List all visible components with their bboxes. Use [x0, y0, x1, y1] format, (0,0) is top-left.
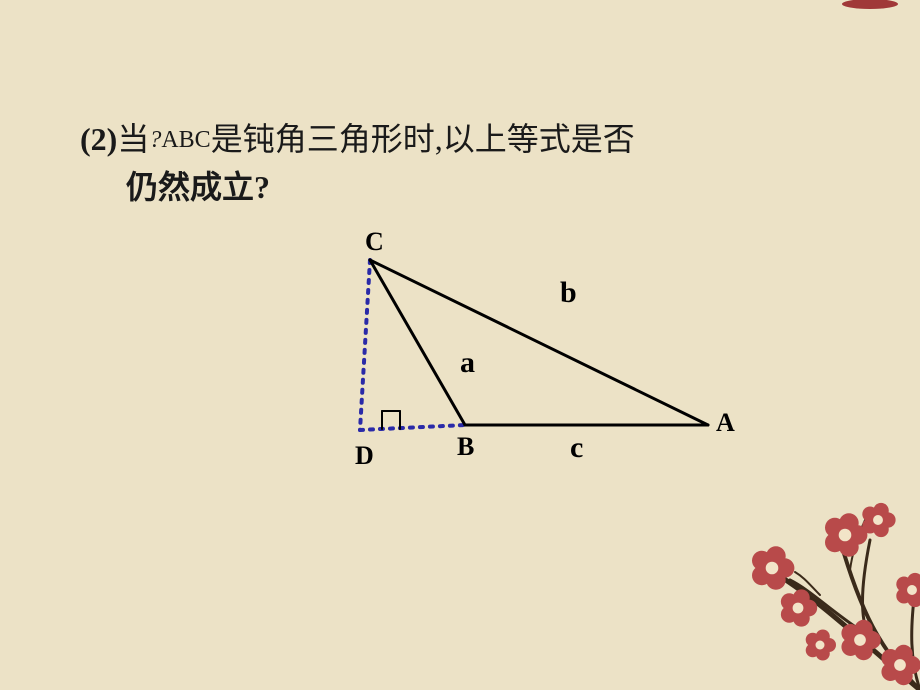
solid-edges — [370, 260, 708, 425]
vertex-label-D: D — [355, 441, 374, 471]
question-line1: (2)当?ABC是钝角三角形时,以上等式是否 — [80, 115, 860, 163]
triangle-label: ABC — [161, 127, 210, 153]
triangle-symbol: ? — [149, 127, 161, 153]
question-line2: 仍然成立? — [80, 163, 860, 211]
slide: (2)当?ABC是钝角三角形时,以上等式是否 仍然成立? C A B D a b c — [0, 0, 920, 690]
flowers — [752, 503, 920, 685]
question-before: 当 — [117, 121, 149, 157]
vertex-label-B: B — [457, 432, 474, 462]
branch — [770, 520, 920, 690]
top-decoration — [780, 0, 920, 12]
top-dot — [842, 0, 898, 9]
vertex-label-A: A — [716, 408, 735, 438]
question-text: (2)当?ABC是钝角三角形时,以上等式是否 仍然成立? — [80, 115, 860, 211]
question-prefix: (2) — [80, 121, 117, 157]
triangle-diagram: C A B D a b c — [300, 230, 740, 490]
side-label-c: c — [570, 431, 583, 465]
dotted-edges — [360, 260, 465, 430]
vertex-label-C: C — [365, 227, 384, 257]
right-angle-marker — [382, 411, 400, 429]
side-label-a: a — [460, 346, 475, 380]
side-label-b: b — [560, 276, 577, 310]
question-after: 是钝角三角形时,以上等式是否 — [211, 121, 635, 157]
